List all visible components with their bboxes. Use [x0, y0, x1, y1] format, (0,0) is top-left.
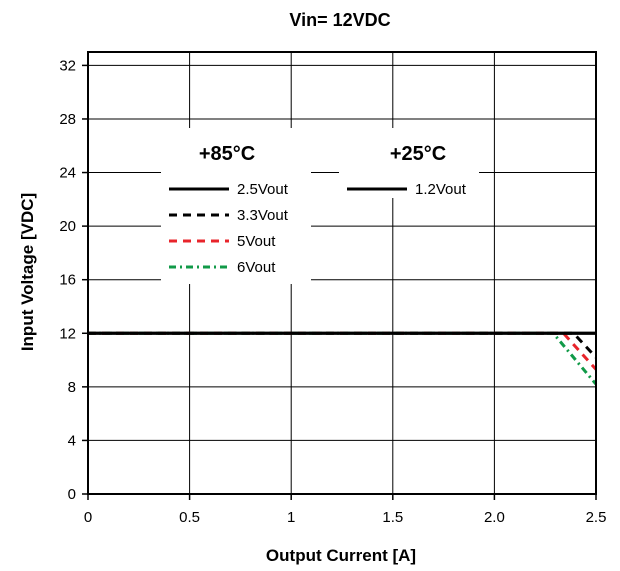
series-layer — [88, 331, 598, 386]
x-tick-label: 1.5 — [382, 509, 403, 526]
y-tick-label: 8 — [68, 379, 76, 396]
x-tick-label: 2.5 — [586, 509, 607, 526]
x-tick-label: 0 — [84, 509, 92, 526]
y-tick-labels: 0 4 8 12 16 20 24 28 32 — [59, 57, 88, 503]
y-tick-label: 0 — [68, 486, 76, 503]
legend-box — [161, 128, 311, 284]
legend-heading: +85°C — [199, 143, 255, 165]
y-tick-label: 16 — [59, 272, 76, 289]
chart-title: Vin= 12VDC — [289, 10, 390, 30]
legend-label-2-5vout: 2.5Vout — [237, 181, 289, 198]
legend-box — [339, 128, 479, 198]
x-axis-label: Output Current [A] — [266, 546, 416, 565]
series-line-3-3vout — [88, 331, 598, 359]
y-tick-label: 24 — [59, 165, 76, 182]
legend-label-6vout: 6Vout — [237, 259, 276, 276]
y-tick-label: 28 — [59, 111, 76, 128]
legend-heading: +25°C — [390, 143, 446, 165]
y-tick-label: 4 — [68, 432, 76, 449]
y-tick-label: 32 — [59, 57, 76, 74]
legend-label-3-3vout: 3.3Vout — [237, 207, 289, 224]
legend-label-5vout: 5Vout — [237, 233, 276, 250]
plot-frame — [87, 51, 597, 495]
y-axis-label: Input Voltage [VDC] — [18, 193, 37, 351]
series-line-5vout — [88, 331, 598, 371]
x-tick-label: 1 — [287, 509, 295, 526]
legend: +85°C 2.5Vout 3.3Vout 5Vout 6Vout +25°C 1.2Vou… — [161, 128, 479, 284]
x-tick-labels: 0 0.5 1 1.5 2.0 2.5 — [84, 494, 607, 526]
y-tick-label: 20 — [59, 218, 76, 235]
series-line-6vout — [88, 331, 598, 386]
legend-label-1-2vout: 1.2Vout — [415, 181, 467, 198]
y-tick-label: 12 — [59, 325, 76, 342]
x-tick-label: 0.5 — [179, 509, 200, 526]
x-tick-label: 2.0 — [484, 509, 505, 526]
